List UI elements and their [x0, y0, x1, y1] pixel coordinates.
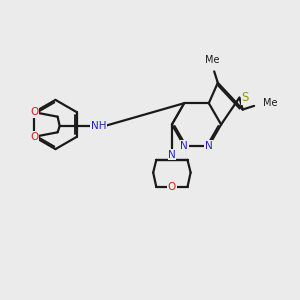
Text: S: S [241, 91, 248, 104]
Text: N: N [205, 141, 213, 151]
Text: NH: NH [91, 121, 106, 131]
Text: Me: Me [262, 98, 277, 108]
Text: N: N [168, 149, 176, 160]
Text: N: N [180, 141, 188, 151]
Text: O: O [168, 182, 176, 192]
Text: O: O [30, 132, 38, 142]
Text: Me: Me [206, 55, 220, 65]
Text: O: O [30, 107, 38, 117]
